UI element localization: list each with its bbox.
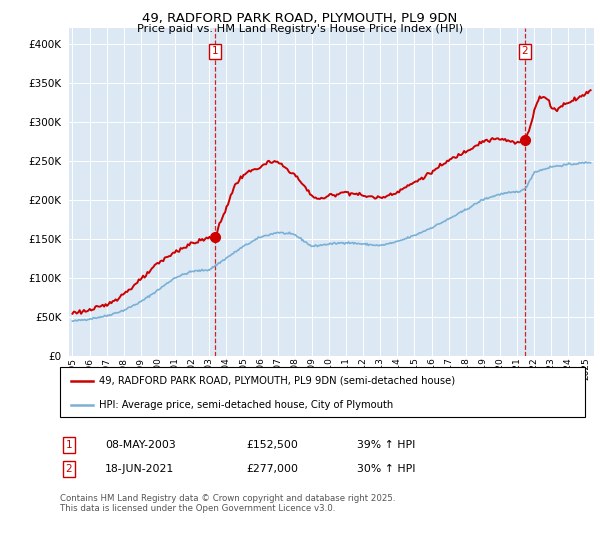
Text: 18-JUN-2021: 18-JUN-2021 <box>105 464 174 474</box>
Text: 2: 2 <box>65 464 73 474</box>
Text: Contains HM Land Registry data © Crown copyright and database right 2025.
This d: Contains HM Land Registry data © Crown c… <box>60 494 395 514</box>
Text: 08-MAY-2003: 08-MAY-2003 <box>105 440 176 450</box>
Text: £277,000: £277,000 <box>246 464 298 474</box>
Text: 2: 2 <box>521 46 528 57</box>
Text: HPI: Average price, semi-detached house, City of Plymouth: HPI: Average price, semi-detached house,… <box>99 400 393 409</box>
Text: 49, RADFORD PARK ROAD, PLYMOUTH, PL9 9DN: 49, RADFORD PARK ROAD, PLYMOUTH, PL9 9DN <box>142 12 458 25</box>
Text: Price paid vs. HM Land Registry's House Price Index (HPI): Price paid vs. HM Land Registry's House … <box>137 24 463 34</box>
Text: £152,500: £152,500 <box>246 440 298 450</box>
Text: 1: 1 <box>65 440 73 450</box>
Text: 30% ↑ HPI: 30% ↑ HPI <box>357 464 415 474</box>
Text: 49, RADFORD PARK ROAD, PLYMOUTH, PL9 9DN (semi-detached house): 49, RADFORD PARK ROAD, PLYMOUTH, PL9 9DN… <box>99 376 455 386</box>
Text: 1: 1 <box>212 46 218 57</box>
Text: 39% ↑ HPI: 39% ↑ HPI <box>357 440 415 450</box>
